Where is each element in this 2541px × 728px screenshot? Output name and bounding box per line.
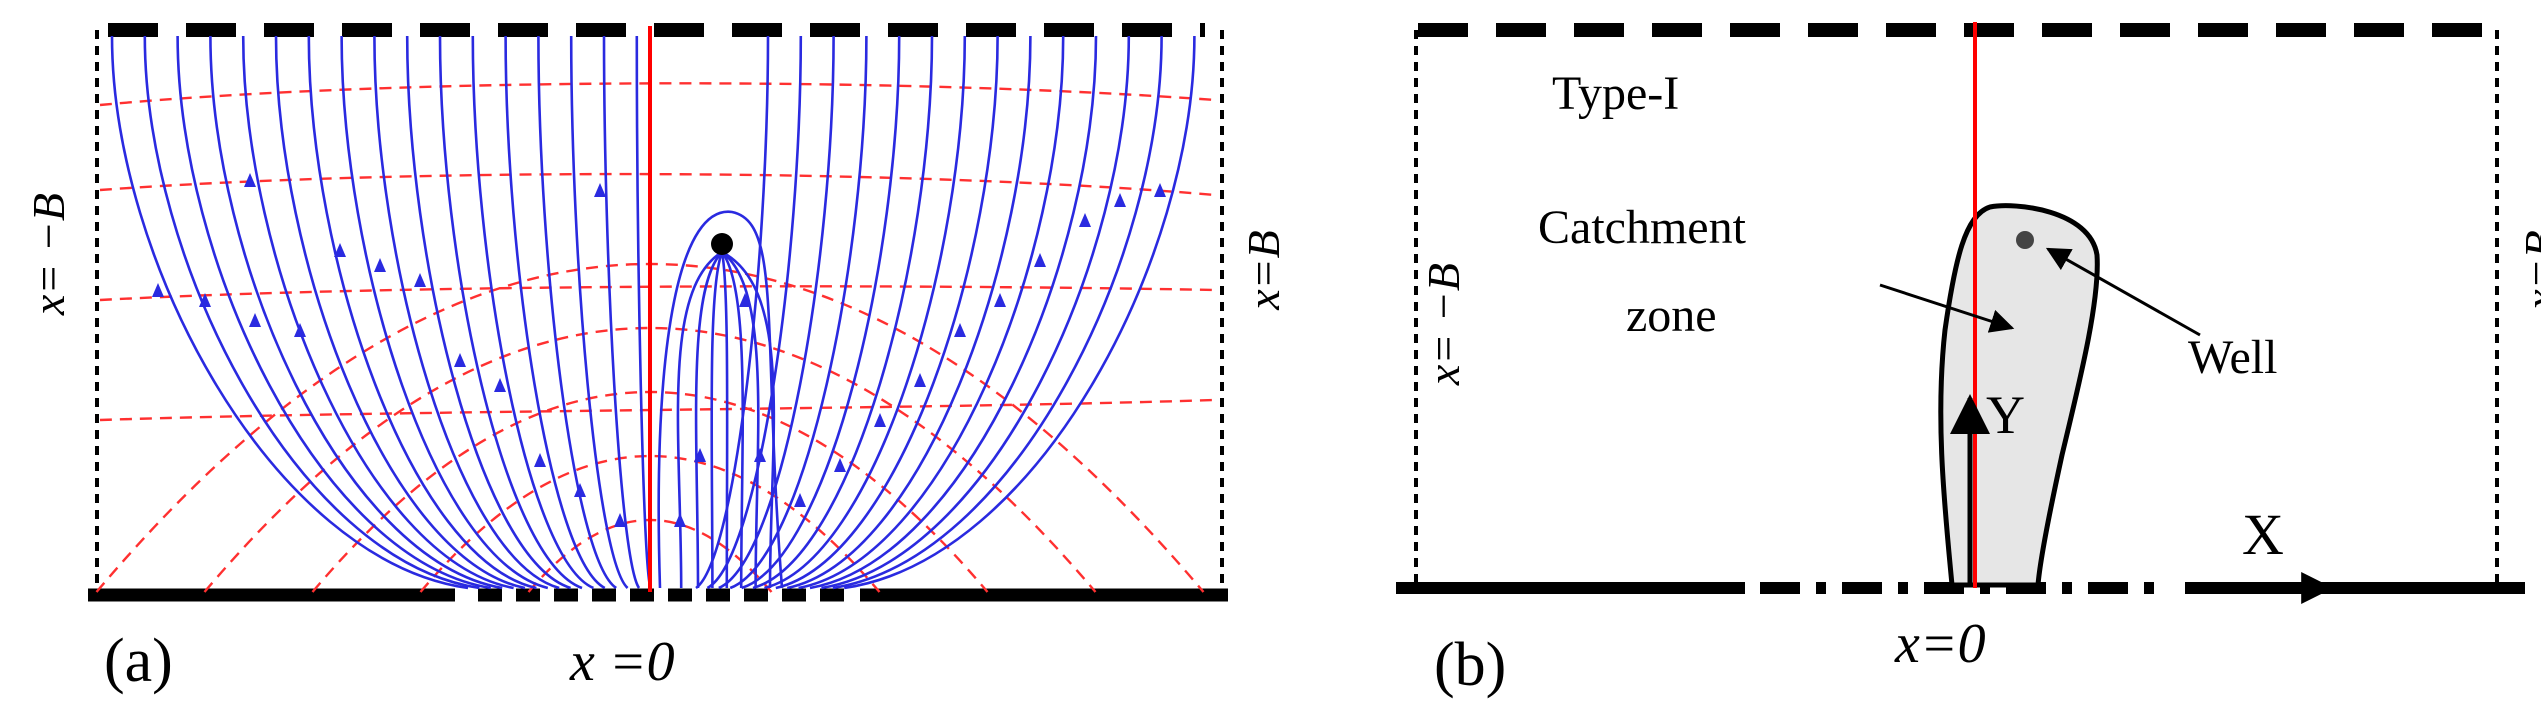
streamline-arrowhead bbox=[754, 448, 766, 462]
streamline-arrowhead bbox=[374, 258, 386, 272]
streamline-arrowhead bbox=[1114, 193, 1126, 207]
streamline bbox=[504, 35, 606, 590]
streamline-arrowhead bbox=[874, 413, 886, 427]
streamline-arrowhead bbox=[1154, 183, 1166, 197]
well-point-b bbox=[2016, 231, 2034, 249]
panel-b-x-zero-label: x=0 bbox=[1895, 613, 1986, 675]
streamline-arrowhead bbox=[1034, 253, 1046, 267]
streamline bbox=[809, 35, 1098, 590]
type-label: Type-I bbox=[1552, 67, 1680, 120]
streamline-arrowhead bbox=[414, 273, 426, 287]
panel-a-right-boundary-label: x=B bbox=[1238, 230, 1289, 310]
streamline-arrowhead bbox=[249, 313, 261, 327]
streamline bbox=[602, 35, 641, 589]
streamline-arrowhead bbox=[994, 293, 1006, 307]
streamline bbox=[844, 35, 1196, 590]
well-label: Well bbox=[2188, 331, 2278, 384]
panel-a-flow-net bbox=[88, 23, 1228, 602]
streamline bbox=[307, 35, 537, 590]
streamline bbox=[274, 35, 526, 590]
streamline bbox=[798, 35, 1065, 590]
well-pointer-arrow bbox=[2045, 247, 2201, 337]
well-streamline bbox=[721, 250, 776, 589]
streamline-arrowhead bbox=[594, 183, 606, 197]
streamline bbox=[569, 35, 629, 589]
panel-b-left-boundary-label: x= −B bbox=[1418, 262, 1469, 386]
panel-a-left-boundary-label: x= −B bbox=[23, 192, 74, 316]
streamline bbox=[764, 35, 967, 590]
streamline-arrowhead bbox=[152, 283, 164, 297]
streamline bbox=[775, 35, 999, 590]
well-point bbox=[711, 233, 733, 255]
streamline-arrowhead bbox=[954, 323, 966, 337]
streamline bbox=[718, 35, 835, 590]
equipotential-line bbox=[99, 82, 1216, 107]
well-streamline bbox=[720, 251, 729, 589]
equipotential-lines bbox=[95, 82, 1216, 593]
streamline-arrowhead bbox=[794, 493, 806, 507]
streamline bbox=[143, 35, 480, 590]
well-streamline bbox=[710, 251, 724, 589]
x-axis-label: X bbox=[2242, 502, 2284, 567]
streamline-arrowhead bbox=[614, 513, 626, 527]
well-capture-loop bbox=[657, 210, 784, 589]
streamline-arrowhead bbox=[914, 373, 926, 387]
streamline-arrowhead bbox=[244, 173, 256, 187]
catchment-pointer-arrow bbox=[1879, 283, 2015, 333]
catchment-zone-label-line1: Catchment bbox=[1538, 201, 1746, 254]
panel-b-catchment bbox=[1396, 22, 2525, 604]
streamline-arrowhead bbox=[834, 458, 846, 472]
streamline-arrowhead bbox=[1079, 213, 1091, 227]
streamline bbox=[209, 35, 503, 590]
streamline bbox=[741, 35, 901, 590]
y-axis-label: Y bbox=[1986, 385, 2025, 445]
streamline-arrowhead bbox=[534, 453, 546, 467]
streamline-arrowhead bbox=[674, 513, 686, 527]
catchment-zone bbox=[1938, 203, 2100, 588]
well-streamline bbox=[676, 250, 723, 589]
streamline bbox=[821, 35, 1131, 590]
panel-a-label: (a) bbox=[104, 627, 173, 695]
streamline bbox=[635, 35, 652, 589]
well-streamline bbox=[720, 251, 745, 589]
well-streamline bbox=[721, 250, 760, 589]
panel-a-x-zero-label: x =0 bbox=[570, 631, 675, 693]
streamline bbox=[110, 35, 469, 590]
equipotential-line bbox=[99, 172, 1216, 197]
streamline-arrowhead bbox=[694, 448, 706, 462]
streamline-arrowhead bbox=[334, 243, 346, 257]
equipotential-line bbox=[99, 285, 1216, 302]
streamline-arrowhead bbox=[199, 293, 211, 307]
panel-b-label: (b) bbox=[1434, 631, 1507, 699]
streamline bbox=[786, 35, 1032, 590]
streamline bbox=[471, 35, 594, 590]
well-streamline bbox=[694, 251, 723, 589]
streamline-arrowhead bbox=[454, 353, 466, 367]
streamline bbox=[729, 35, 868, 590]
streamline bbox=[438, 35, 583, 590]
streamline-arrowhead bbox=[574, 483, 586, 497]
streamline bbox=[176, 35, 492, 590]
equipotential-arc bbox=[203, 327, 1097, 593]
panel-b-right-boundary-label: x=B bbox=[2515, 230, 2541, 310]
streamline bbox=[373, 35, 560, 590]
catchment-zone-label-line2: zone bbox=[1626, 289, 1717, 342]
streamlines bbox=[110, 35, 1196, 590]
streamline-arrowhead bbox=[294, 323, 306, 337]
streamline bbox=[752, 35, 934, 590]
streamline bbox=[340, 35, 549, 590]
streamline bbox=[405, 35, 571, 590]
streamline bbox=[241, 35, 514, 590]
streamline-arrowhead bbox=[494, 378, 506, 392]
streamline bbox=[832, 35, 1163, 590]
streamline-arrowhead bbox=[739, 293, 751, 307]
streamline bbox=[537, 35, 617, 590]
